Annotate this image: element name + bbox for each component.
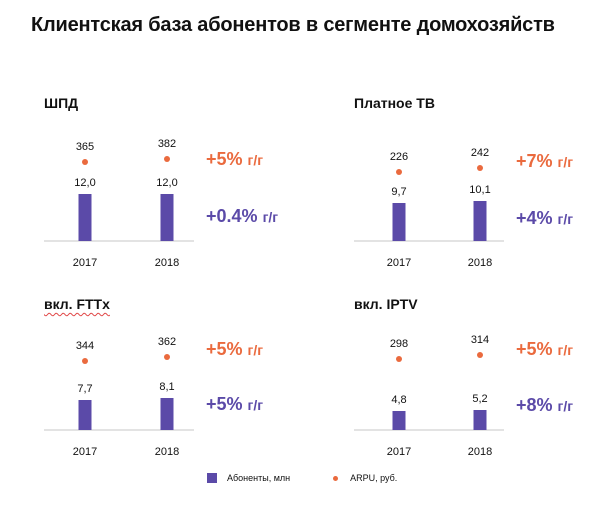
- arpu-change-value: +5%: [206, 149, 243, 169]
- subscribers-value-label: 12,0: [74, 177, 95, 189]
- arpu-dot: [396, 356, 402, 362]
- arpu-dot: [396, 169, 402, 175]
- panel-title: вкл. IPTV: [354, 296, 418, 312]
- subscribers-bar: [392, 203, 406, 241]
- arpu-change: +5% г/г: [516, 339, 573, 360]
- subscribers-bar: [473, 201, 487, 241]
- subscribers-bar: [160, 194, 174, 241]
- arpu-value-label: 362: [158, 336, 176, 348]
- arpu-value-label: 298: [390, 338, 408, 350]
- subscribers-change: +5% г/г: [206, 394, 263, 415]
- arpu-change: +7% г/г: [516, 151, 573, 172]
- arpu-dot: [164, 156, 170, 162]
- subscribers-bar: [160, 398, 174, 430]
- arpu-value-label: 226: [390, 151, 408, 163]
- x-tick-label: 2017: [387, 257, 411, 269]
- subscribers-change-value: +5%: [206, 394, 243, 414]
- subscribers-value-label: 8,1: [159, 381, 174, 393]
- panel-title: вкл. FTTx: [44, 296, 110, 312]
- arpu-dot: [164, 354, 170, 360]
- arpu-change-value: +5%: [516, 339, 553, 359]
- x-tick-label: 2018: [468, 446, 492, 458]
- subscribers-value-label: 5,2: [472, 393, 487, 405]
- arpu-dot: [82, 358, 88, 364]
- subscribers-change: +4% г/г: [516, 208, 573, 229]
- chart-panel-shpd: ШПД 12,0 365 2017 12,0 382 2018 +5% г/г +0.4%…: [44, 95, 344, 269]
- subscribers-bar: [473, 410, 487, 430]
- chart-panel-fttx: вкл. FTTx 7,7 344 2017 8,1 362 2018 +5% г/г +…: [44, 296, 344, 458]
- x-tick-label: 2018: [468, 257, 492, 269]
- chart-shpd: 12,0 365 2017 12,0 382 2018: [44, 138, 194, 269]
- panel-title: ШПД: [44, 95, 79, 111]
- arpu-change-unit: г/г: [557, 342, 574, 358]
- arpu-change-value: +5%: [206, 339, 243, 359]
- x-tick-label: 2018: [155, 257, 179, 269]
- subscribers-change-unit: г/г: [262, 209, 279, 225]
- page-title: Клиентская база абонентов в сегменте дом…: [31, 14, 555, 36]
- arpu-value-label: 242: [471, 147, 489, 159]
- x-tick-label: 2018: [155, 446, 179, 458]
- subscribers-change-unit: г/г: [247, 397, 264, 413]
- subscribers-change-value: +0.4%: [206, 206, 258, 226]
- subscribers-bar: [78, 400, 92, 430]
- chart-fttx: 7,7 344 2017 8,1 362 2018: [44, 336, 194, 458]
- subscribers-bar: [78, 194, 92, 241]
- subscribers-change-unit: г/г: [557, 211, 574, 227]
- x-tick-label: 2017: [73, 257, 97, 269]
- arpu-dot: [477, 165, 483, 171]
- arpu-dot: [477, 352, 483, 358]
- arpu-change: +5% г/г: [206, 339, 263, 360]
- arpu-change-value: +7%: [516, 151, 553, 171]
- legend: Абоненты, млн ARPU, руб.: [207, 471, 397, 485]
- legend-arpu-dot: [333, 475, 339, 481]
- x-tick-label: 2017: [387, 446, 411, 458]
- arpu-change-unit: г/г: [247, 152, 264, 168]
- subscribers-value-label: 12,0: [156, 177, 177, 189]
- arpu-value-label: 344: [76, 340, 94, 352]
- arpu-value-label: 365: [76, 141, 94, 153]
- chart-iptv: 4,8 298 2017 5,2 314 2018: [354, 334, 504, 458]
- subscribers-value-label: 4,8: [391, 394, 406, 406]
- subscribers-bar: [392, 411, 406, 430]
- subscribers-change-unit: г/г: [557, 398, 574, 414]
- legend-arpu-label: ARPU, руб.: [350, 473, 398, 483]
- subscribers-value-label: 9,7: [391, 186, 406, 198]
- subscribers-change-value: +4%: [516, 208, 553, 228]
- subscribers-change-value: +8%: [516, 395, 553, 415]
- x-tick-label: 2017: [73, 446, 97, 458]
- panel-title: Платное ТВ: [354, 95, 435, 111]
- arpu-change-unit: г/г: [247, 342, 264, 358]
- subscribers-change: +0.4% г/г: [206, 206, 278, 227]
- legend-subscribers-swatch: [207, 473, 217, 483]
- chart-paid-tv: 9,7 226 2017 10,1 242 2018: [354, 147, 504, 269]
- arpu-dot: [82, 159, 88, 165]
- subscribers-change: +8% г/г: [516, 395, 573, 416]
- chart-panel-paid-tv: Платное ТВ 9,7 226 2017 10,1 242 2018 +7% г/г…: [354, 95, 615, 269]
- chart-panel-iptv: вкл. IPTV 4,8 298 2017 5,2 314 2018 +5% г/г +…: [354, 296, 615, 458]
- arpu-change-unit: г/г: [557, 154, 574, 170]
- legend-subscribers-label: Абоненты, млн: [227, 473, 291, 483]
- subscribers-value-label: 7,7: [77, 383, 92, 395]
- arpu-change: +5% г/г: [206, 149, 263, 170]
- arpu-value-label: 382: [158, 138, 176, 150]
- subscribers-value-label: 10,1: [469, 184, 490, 196]
- arpu-value-label: 314: [471, 334, 489, 346]
